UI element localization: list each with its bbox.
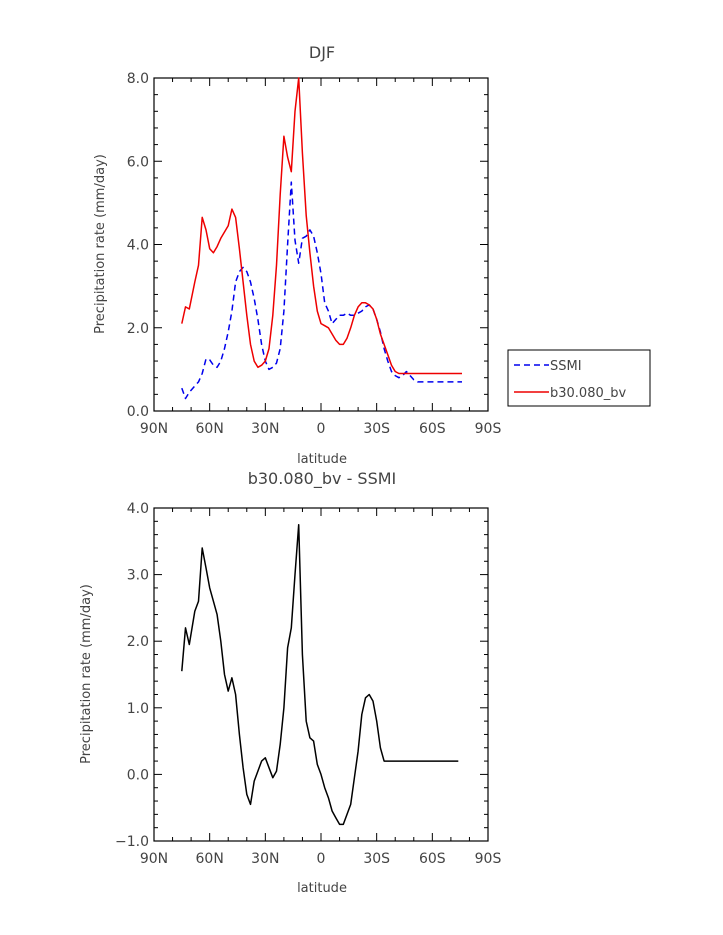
y-tick-label: 0.0: [127, 767, 149, 783]
bottom-panel: b30.080_bv - SSMI 90N 60N 30N 0 30S 60S 90S −1.…: [79, 469, 501, 896]
y-tick-label: −1.0: [115, 834, 149, 850]
y-tick-label: 6.0: [127, 154, 149, 170]
x-tick-label: 30S: [363, 851, 390, 867]
y-tick-label: 4.0: [127, 238, 149, 254]
x-tick-label: 90S: [475, 421, 502, 437]
x-tick-label: 30S: [363, 421, 390, 437]
x-tick-label: 90N: [140, 421, 168, 437]
top-ticks: 90N 60N 30N 0 30S 60S 90S 0.0 2.0 4.0 6.0 8.0: [127, 71, 502, 437]
top-y-axis-label: Precipitation rate (mm/day): [93, 154, 108, 334]
bottom-series-group: [181, 523, 459, 826]
x-tick-label: 90S: [475, 851, 502, 867]
y-tick-label: 3.0: [127, 568, 149, 584]
y-tick-label: 4.0: [127, 501, 149, 517]
x-tick-label: 0: [317, 421, 326, 437]
x-tick-label: 60S: [419, 851, 446, 867]
top-plot-frame: [153, 77, 489, 412]
x-tick-label: 90N: [140, 851, 168, 867]
x-tick-label: 0: [317, 851, 326, 867]
legend: SSMI b30.080_bv: [507, 349, 651, 407]
series-line-0-1: [181, 77, 462, 375]
y-tick-label: 8.0: [127, 71, 149, 87]
bottom-ticks: 90N 60N 30N 0 30S 60S 90S −1.0 0.0 1.0 2.0 3.0 4.0: [115, 501, 501, 867]
top-x-axis-label: latitude: [297, 452, 347, 467]
x-tick-label: 60N: [196, 421, 224, 437]
bottom-y-axis-label: Precipitation rate (mm/day): [79, 584, 94, 764]
top-chart-title: DJF: [309, 43, 335, 62]
y-tick-label: 1.0: [127, 701, 149, 717]
x-tick-label: 30N: [251, 421, 279, 437]
legend-label-model: b30.080_bv: [550, 386, 626, 401]
x-tick-label: 60N: [196, 851, 224, 867]
legend-label-ssmi: SSMI: [550, 359, 582, 374]
series-line-0-0: [181, 181, 462, 400]
x-tick-label: 30N: [251, 851, 279, 867]
bottom-chart-title: b30.080_bv - SSMI: [248, 469, 397, 489]
x-tick-label: 60S: [419, 421, 446, 437]
legend-box: [507, 349, 651, 407]
bottom-x-axis-label: latitude: [297, 881, 347, 896]
y-tick-label: 2.0: [127, 321, 149, 337]
y-tick-label: 2.0: [127, 634, 149, 650]
y-tick-label: 0.0: [127, 404, 149, 420]
series-line-1-0: [181, 523, 459, 826]
top-series-group: [181, 77, 462, 400]
top-panel: DJF 90N 60N 30N 0 30S 60S 90S 0.0 2.0 4.0 6.0 8.0 l…: [93, 43, 651, 467]
